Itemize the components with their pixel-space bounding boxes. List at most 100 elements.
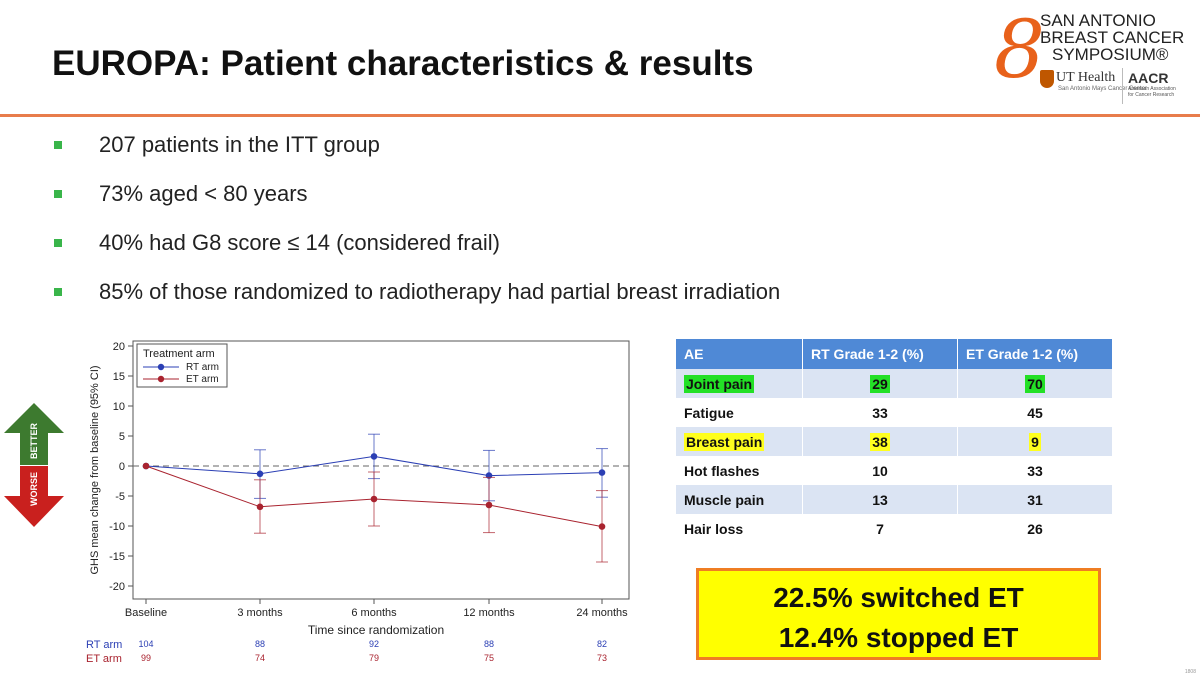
header-et: ET Grade 1-2 (%) — [957, 339, 1113, 369]
ribbon-logo-icon: 8 — [994, 3, 1045, 96]
risk-count: 88 — [255, 639, 265, 649]
logo-divider — [1122, 68, 1123, 104]
et-cell: 45 — [957, 398, 1113, 427]
legend-et-label: ET arm — [186, 374, 219, 385]
ae-cell: Hot flashes — [676, 456, 803, 485]
series-et-arm — [142, 462, 608, 563]
legend-title: Treatment arm — [143, 348, 215, 360]
table-row: Hair loss 7 26 — [676, 514, 1113, 543]
rt-cell: 13 — [802, 485, 958, 514]
bullet-item: 207 patients in the ITT group — [52, 128, 780, 177]
bullet-item: 40% had G8 score ≤ 14 (considered frail) — [52, 226, 780, 275]
series-rt-arm — [142, 433, 608, 502]
ae-name: Breast pain — [684, 432, 765, 451]
rt-cell: 29 — [802, 369, 958, 398]
risk-count: 99 — [141, 653, 151, 663]
risk-label-rt: RT arm — [86, 639, 122, 651]
aacr-subtitle: American Association for Cancer Research — [1128, 86, 1176, 98]
x-tick-label: 6 months — [351, 607, 397, 619]
bullet-item: 85% of those randomized to radiotherapy … — [52, 275, 780, 324]
table-row: Muscle pain 13 31 — [676, 485, 1113, 514]
header-rt: RT Grade 1-2 (%) — [802, 339, 958, 369]
rt-cell: 10 — [802, 456, 958, 485]
risk-count: 88 — [484, 639, 494, 649]
x-axis-label: Time since randomization — [308, 623, 444, 637]
x-tick-label: 24 months — [576, 607, 628, 619]
bullet-list: 207 patients in the ITT group 73% aged <… — [52, 128, 780, 324]
numbers-at-risk: 104 88 92 88 82 99 74 79 75 73 — [138, 639, 607, 663]
callout-line-1: 22.5% switched ET — [773, 582, 1024, 613]
y-tick-label: 0 — [119, 461, 125, 473]
x-tick-label: 3 months — [237, 607, 283, 619]
slide-number: 1808 — [1184, 669, 1196, 675]
et-cell: 31 — [957, 485, 1113, 514]
table-row: Hot flashes 10 33 — [676, 456, 1113, 485]
ae-cell: Joint pain — [676, 369, 803, 398]
ghs-chart: BETTER WORSE 20 15 10 5 0 -5 -10 -15 -20 Baselin… — [0, 330, 660, 678]
bullet-text: 85% of those randomized to radiotherapy … — [99, 279, 781, 304]
ghs-chart-svg: BETTER WORSE 20 15 10 5 0 -5 -10 -15 -20 Baselin… — [4, 340, 630, 665]
ae-cell: Breast pain — [676, 427, 803, 456]
legend-rt-marker — [157, 363, 165, 371]
table-row: Joint pain 29 70 — [676, 369, 1113, 398]
data-point — [370, 495, 378, 503]
risk-count: 82 — [597, 639, 607, 649]
y-tick-label: -10 — [109, 521, 125, 533]
risk-count: 75 — [484, 653, 494, 663]
bullet-square-icon — [54, 288, 62, 296]
y-tick-label: -15 — [109, 551, 125, 563]
series-layer — [142, 433, 608, 563]
adverse-events-table: AE RT Grade 1-2 (%) ET Grade 1-2 (%) Joi… — [676, 339, 1113, 543]
better-arrow-icon: BETTER — [4, 403, 64, 465]
logo-line-3: SYMPOSIUM® — [1052, 45, 1169, 64]
et-value: 70 — [1025, 374, 1045, 393]
ut-health-subtitle: San Antonio Mays Cancer Center — [1058, 86, 1148, 92]
data-point — [142, 462, 150, 470]
rt-value: 29 — [870, 374, 890, 393]
aacr-logo: AACR — [1128, 70, 1169, 86]
table-row: Fatigue 33 45 — [676, 398, 1113, 427]
y-axis-label: GHS mean change from baseline (95% CI) — [89, 365, 101, 574]
risk-count: 74 — [255, 653, 265, 663]
title-divider — [0, 114, 1200, 117]
bullet-text: 73% aged < 80 years — [99, 181, 308, 206]
et-value: 9 — [1029, 432, 1041, 451]
y-tick-label: 15 — [113, 371, 125, 383]
ae-cell: Hair loss — [676, 514, 803, 543]
y-tick-label: 5 — [119, 431, 125, 443]
et-switch-callout: 22.5% switched ET 12.4% stopped ET — [696, 568, 1101, 660]
legend-et-marker — [157, 375, 165, 383]
et-cell: 26 — [957, 514, 1113, 543]
rt-cell: 33 — [802, 398, 958, 427]
x-tick-label: 12 months — [463, 607, 515, 619]
et-cell: 9 — [957, 427, 1113, 456]
slide-title: EUROPA: Patient characteristics & result… — [52, 44, 754, 83]
sabcs-logo: 8 SAN ANTONIO BREAST CANCER SYMPOSIUM® U… — [994, 3, 1184, 106]
et-cell: 33 — [957, 456, 1113, 485]
table-row: Breast pain 38 9 — [676, 427, 1113, 456]
ut-shield-icon — [1040, 70, 1054, 88]
x-axis: Baseline 3 months 6 months 12 months 24 mont… — [125, 599, 628, 619]
ae-cell: Muscle pain — [676, 485, 803, 514]
risk-count: 73 — [597, 653, 607, 663]
et-cell: 70 — [957, 369, 1113, 398]
bullet-square-icon — [54, 239, 62, 247]
better-label: BETTER — [29, 422, 39, 459]
table-header-row: AE RT Grade 1-2 (%) ET Grade 1-2 (%) — [676, 339, 1113, 369]
rt-cell: 7 — [802, 514, 958, 543]
legend-rt-label: RT arm — [186, 362, 219, 373]
rt-value: 38 — [870, 432, 890, 451]
data-point — [598, 523, 606, 530]
ae-cell: Fatigue — [676, 398, 803, 427]
bullet-text: 207 patients in the ITT group — [99, 132, 380, 157]
callout-line-2: 12.4% stopped ET — [778, 622, 1019, 653]
bullet-square-icon — [54, 141, 62, 149]
data-point — [256, 503, 264, 511]
worse-label: WORSE — [29, 472, 39, 506]
data-point — [485, 501, 493, 509]
ut-health-logo: UT Health — [1056, 70, 1116, 85]
logo-line-1: SAN ANTONIO — [1040, 11, 1156, 30]
chart-legend: Treatment arm RT arm ET arm — [136, 343, 228, 388]
y-tick-label: -5 — [115, 491, 125, 503]
risk-count: 104 — [138, 639, 153, 649]
